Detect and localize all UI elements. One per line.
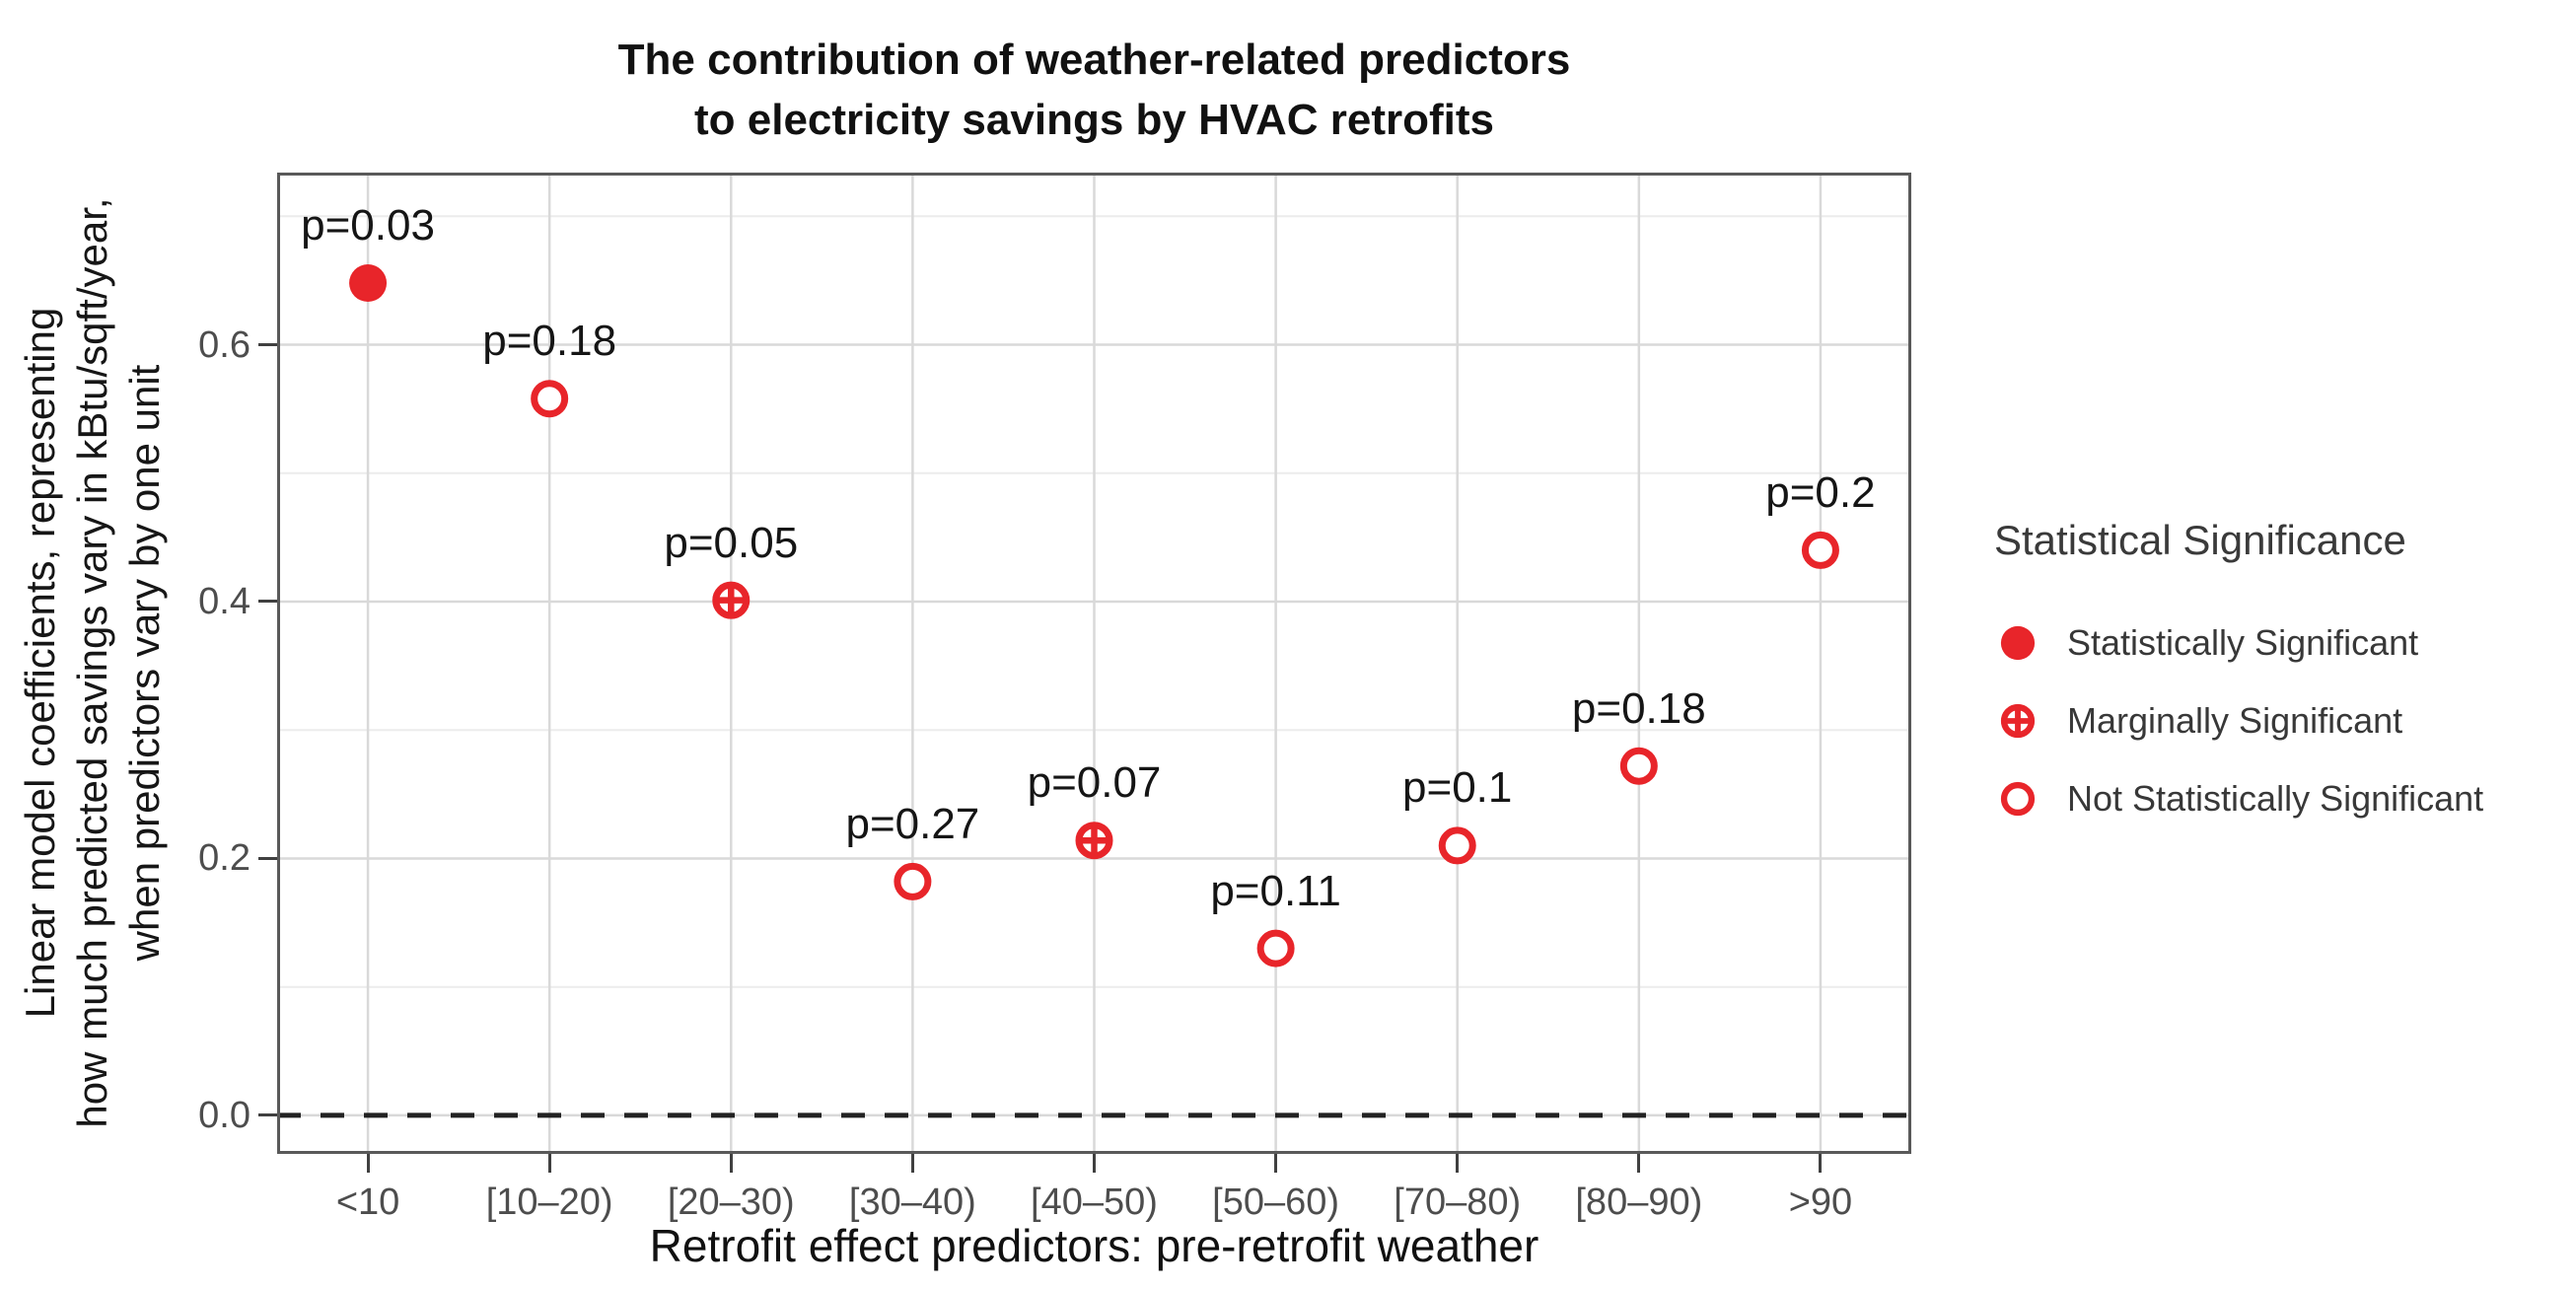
- data-point-marker: [1075, 822, 1113, 860]
- panel-border: [277, 173, 1911, 1154]
- x-axis-tick: [1819, 1154, 1823, 1173]
- data-point-marker: [894, 862, 932, 900]
- x-axis-tick: [547, 1154, 551, 1173]
- x-axis-tick: [1456, 1154, 1460, 1173]
- legend-title: Statistical Significance: [1994, 517, 2406, 563]
- p-value-label: p=0.18: [1571, 683, 1706, 733]
- chart-title-line-1: The contribution of weather-related pred…: [617, 36, 1571, 84]
- plot-panel-svg: [277, 173, 1911, 1154]
- legend-items: Statistically Significant Marginally Sign…: [1994, 604, 2576, 837]
- y-axis-title: Linear model coefficients, representing …: [14, 91, 174, 1235]
- x-axis-tick-label: [80–90): [1575, 1182, 1703, 1223]
- p-value-label: p=0.05: [664, 518, 799, 567]
- p-value-label: p=0.1: [1402, 763, 1513, 813]
- data-point-marker: [1801, 531, 1839, 569]
- legend-item-label: Statistically Significant: [2067, 621, 2419, 663]
- p-value-label: p=0.2: [1765, 467, 1876, 517]
- y-axis-title-line-3: when predictors vary by one unit: [121, 364, 168, 962]
- x-axis-tick-label: [10–20): [485, 1182, 613, 1223]
- x-axis-tick-label: [30–40): [848, 1182, 976, 1223]
- y-axis-tick: [258, 343, 277, 347]
- y-axis-title-line-2: how much predicted savings vary in kBtu/…: [69, 197, 115, 1128]
- legend-key-none-marker-icon: [1994, 775, 2041, 823]
- chart-title: The contribution of weather-related pred…: [277, 30, 1911, 150]
- data-point-marker: [1438, 826, 1476, 865]
- x-axis-tick-label: [40–50): [1031, 1182, 1158, 1223]
- data-point-marker: [349, 264, 388, 303]
- legend-item: Marginally Significant: [1994, 681, 2576, 759]
- x-axis-tick: [1093, 1154, 1096, 1173]
- y-axis-tick: [258, 600, 277, 604]
- y-axis-tick-label: 0.2: [198, 837, 250, 880]
- legend-item: Statistically Significant: [1994, 604, 2576, 681]
- x-axis-tick: [729, 1154, 733, 1173]
- p-value-label: p=0.03: [301, 201, 435, 250]
- x-axis-tick-label: [50–60): [1212, 1182, 1340, 1223]
- y-axis-tick-label: 0.6: [198, 323, 250, 366]
- x-axis-tick: [910, 1154, 914, 1173]
- p-value-label: p=0.27: [845, 799, 980, 848]
- legend-key-marginal-marker-icon: [1994, 697, 2041, 745]
- p-value-label: p=0.07: [1027, 758, 1162, 808]
- x-axis-tick-label: [20–30): [667, 1182, 795, 1223]
- data-point-marker: [1619, 747, 1658, 785]
- chart-title-line-2: to electricity savings by HVAC retrofits: [694, 96, 1494, 144]
- legend-item-label: Not Statistically Significant: [2067, 777, 2484, 819]
- plot-panel: p=0.03 p=0.18 p=0.05 p=0.27 p=0.07 p=0.11 p=0.…: [277, 173, 1911, 1154]
- data-point-marker: [1256, 929, 1295, 968]
- x-axis-title: Retrofit effect predictors: pre-retrofit…: [649, 1220, 1539, 1271]
- p-value-label: p=0.18: [482, 317, 617, 366]
- p-value-label: p=0.11: [1210, 866, 1341, 915]
- x-axis-tick: [1274, 1154, 1278, 1173]
- x-axis-tick-label: [70–80): [1394, 1182, 1522, 1223]
- y-axis-tick: [258, 1113, 277, 1117]
- x-axis-tick-label: >90: [1788, 1182, 1853, 1223]
- data-point-marker: [531, 380, 569, 418]
- x-axis-tick: [1637, 1154, 1641, 1173]
- y-axis-tick-label: 0.4: [198, 580, 250, 622]
- y-axis-tick-label: 0.0: [198, 1094, 250, 1136]
- x-axis-tick: [366, 1154, 370, 1173]
- y-axis-tick: [258, 856, 277, 860]
- legend-key-significant-marker-icon: [1994, 619, 2041, 667]
- data-point-marker: [712, 581, 751, 619]
- y-axis-title-line-1: Linear model coefficients, representing: [17, 307, 63, 1019]
- x-axis-tick-label: <10: [335, 1182, 400, 1223]
- legend-item-label: Marginally Significant: [2067, 699, 2403, 741]
- legend: Statistical Significance Statistically S…: [1994, 517, 2576, 837]
- legend-item: Not Statistically Significant: [1994, 759, 2576, 837]
